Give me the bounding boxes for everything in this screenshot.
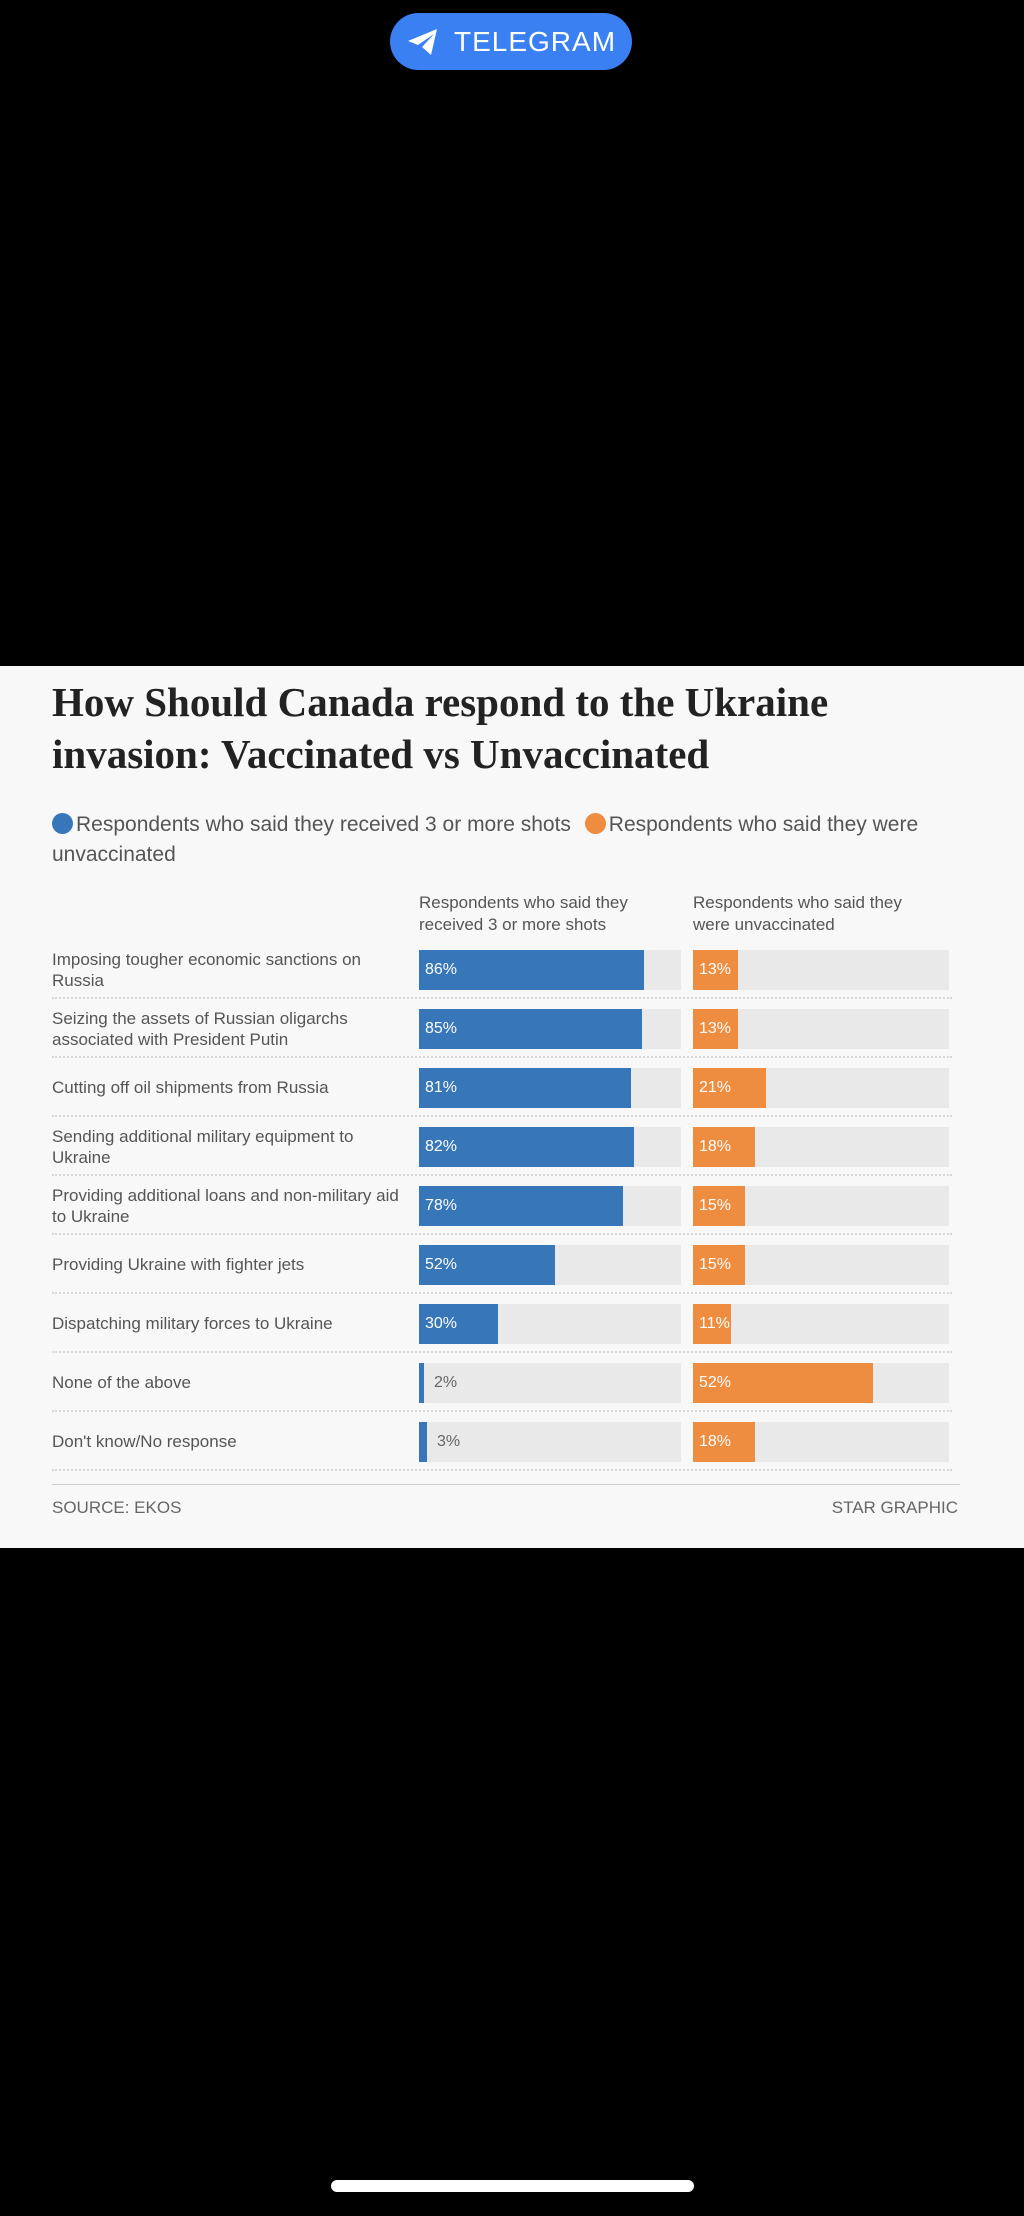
data-label: 18% xyxy=(699,1138,732,1155)
category-label: Providing additional loans and non-milit… xyxy=(52,1185,399,1226)
bar-track: 2% xyxy=(419,1363,681,1403)
chart-row: None of the above 2% 52% xyxy=(0,1353,1024,1412)
bar-vaccinated xyxy=(419,1068,631,1108)
data-label: 52% xyxy=(699,1374,732,1391)
bar-vaccinated xyxy=(419,1304,498,1344)
chart-row: Providing Ukraine with fighter jets 52% 15… xyxy=(0,1235,1024,1294)
bar-unvaccinated xyxy=(693,1363,873,1403)
paper-plane-icon xyxy=(406,27,440,57)
bar-track: 3% xyxy=(419,1422,681,1462)
bar-vaccinated xyxy=(419,1363,424,1403)
bar-track: 52% xyxy=(693,1363,949,1403)
column-header-vaccinated: Respondents who said they received 3 or … xyxy=(419,893,628,934)
category-label: Sending additional military equipment to… xyxy=(52,1126,354,1167)
row-divider xyxy=(52,1056,952,1058)
data-label: 18% xyxy=(699,1433,732,1450)
bar-track: 82% xyxy=(419,1127,681,1167)
legend-label-unvaccinated: Respondents who said they were unvaccina… xyxy=(52,813,919,866)
data-label: 13% xyxy=(699,1020,732,1037)
data-label: 13% xyxy=(699,961,732,978)
row-divider xyxy=(52,1115,952,1117)
bar-vaccinated xyxy=(419,1245,555,1285)
legend-swatch-unvaccinated xyxy=(584,813,606,834)
bar-track: 85% xyxy=(419,1009,681,1049)
chart-row: Imposing tougher economic sanctions on R… xyxy=(0,940,1024,999)
row-divider xyxy=(52,1233,952,1235)
category-label: Dispatching military forces to Ukraine xyxy=(52,1314,333,1333)
source-note: SOURCE: EKOS xyxy=(52,1498,182,1517)
row-divider xyxy=(52,997,952,999)
bar-track: 30% xyxy=(419,1304,681,1344)
chart-row: Providing additional loans and non-milit… xyxy=(0,1176,1024,1235)
data-label: 85% xyxy=(425,1020,458,1037)
category-label: Providing Ukraine with fighter jets xyxy=(52,1255,305,1274)
bar-track: 86% xyxy=(419,950,681,990)
data-label: 3% xyxy=(437,1433,461,1450)
data-label: 15% xyxy=(699,1197,732,1214)
data-label: 2% xyxy=(434,1374,458,1391)
bar-track: 81% xyxy=(419,1068,681,1108)
bar-unvaccinated xyxy=(693,1422,755,1462)
bar-track: 21% xyxy=(693,1068,949,1108)
home-indicator[interactable] xyxy=(331,2180,694,2192)
bar-track: 78% xyxy=(419,1186,681,1226)
telegram-button[interactable]: TELEGRAM xyxy=(390,13,632,70)
bar-unvaccinated xyxy=(693,1304,731,1344)
data-label: 15% xyxy=(699,1256,732,1273)
category-label: Don't know/No response xyxy=(52,1432,237,1451)
bar-vaccinated xyxy=(419,1009,642,1049)
category-label: Imposing tougher economic sanctions on R… xyxy=(52,949,362,990)
category-label: None of the above xyxy=(52,1373,191,1392)
data-label: 52% xyxy=(425,1256,458,1273)
data-label: 86% xyxy=(425,961,458,978)
row-divider xyxy=(52,1469,952,1471)
chart-row: Cutting off oil shipments from Russia 81%… xyxy=(0,1058,1024,1117)
data-label: 21% xyxy=(699,1079,732,1096)
legend-swatch-vaccinated xyxy=(52,813,73,834)
chart-legend: Respondents who said they received 3 or … xyxy=(52,810,952,870)
bar-vaccinated xyxy=(419,950,644,990)
bar-vaccinated xyxy=(419,1186,623,1226)
chart-row: Sending additional military equipment to… xyxy=(0,1117,1024,1176)
chart-rows: Imposing tougher economic sanctions on R… xyxy=(0,940,1024,1471)
bar-vaccinated xyxy=(419,1422,427,1462)
bar-track: 13% xyxy=(693,1009,949,1049)
bar-unvaccinated xyxy=(693,1068,766,1108)
bar-unvaccinated xyxy=(693,1009,738,1049)
chart-row: Dispatching military forces to Ukraine 30… xyxy=(0,1294,1024,1353)
data-label: 78% xyxy=(425,1197,458,1214)
bar-unvaccinated xyxy=(693,1127,755,1167)
row-divider xyxy=(52,1410,952,1412)
legend-label-vaccinated: Respondents who said they received 3 or … xyxy=(76,813,571,836)
data-label: 11% xyxy=(699,1315,730,1332)
bar-unvaccinated xyxy=(693,1186,745,1226)
chart-row: Seizing the assets of Russian oligarchs … xyxy=(0,999,1024,1058)
bar-track: 18% xyxy=(693,1127,949,1167)
data-label: 82% xyxy=(425,1138,458,1155)
bar-track: 13% xyxy=(693,950,949,990)
chart-panel: How Should Canada respond to the Ukraine… xyxy=(0,666,1024,1548)
bar-track: 15% xyxy=(693,1245,949,1285)
chart-row: Don't know/No response 3% 18% xyxy=(0,1412,1024,1471)
chart-title: How Should Canada respond to the Ukraine… xyxy=(52,679,829,777)
footer-divider xyxy=(52,1484,960,1485)
data-label: 81% xyxy=(425,1079,458,1096)
bar-track: 11% xyxy=(693,1304,949,1344)
bar-vaccinated xyxy=(419,1127,634,1167)
category-label: Seizing the assets of Russian oligarchs … xyxy=(52,1008,348,1049)
bar-unvaccinated xyxy=(693,1245,745,1285)
bar-track: 15% xyxy=(693,1186,949,1226)
row-divider xyxy=(52,1351,952,1353)
data-label: 30% xyxy=(425,1315,458,1332)
bar-track: 18% xyxy=(693,1422,949,1462)
row-divider xyxy=(52,1174,952,1176)
telegram-label: TELEGRAM xyxy=(453,25,617,57)
column-header-unvaccinated: Respondents who said they were unvaccina… xyxy=(693,893,902,934)
row-divider xyxy=(52,1292,952,1294)
category-label: Cutting off oil shipments from Russia xyxy=(52,1078,329,1097)
bar-unvaccinated xyxy=(693,950,738,990)
bar-track: 52% xyxy=(419,1245,681,1285)
graphic-credit: STAR GRAPHIC xyxy=(831,1498,958,1517)
